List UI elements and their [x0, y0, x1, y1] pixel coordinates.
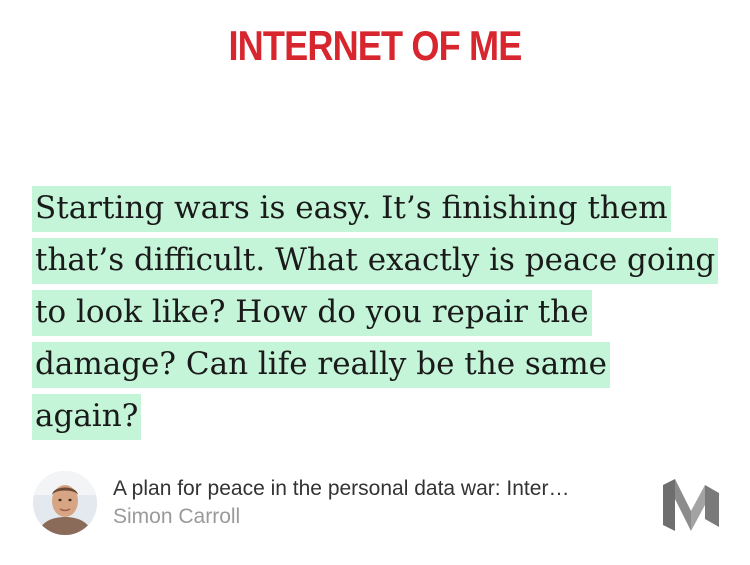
author-avatar-photo	[33, 471, 97, 535]
article-attribution[interactable]: A plan for peace in the personal data wa…	[33, 471, 723, 537]
highlighted-quote[interactable]: Starting wars is easy. It’s finishing th…	[32, 182, 722, 442]
quote-line: that’s difficult. What exactly is peace …	[32, 238, 719, 284]
quote-line: to look like? How do you repair the	[32, 290, 592, 336]
article-title-link[interactable]: A plan for peace in the personal data wa…	[113, 477, 570, 500]
author-name[interactable]: Simon Carroll	[113, 505, 241, 528]
quote-line: Starting wars is easy. It’s finishing th…	[32, 186, 671, 232]
author-avatar[interactable]	[33, 471, 97, 535]
quote-line: damage? Can life really be the same agai…	[32, 342, 611, 440]
publication-title[interactable]: INTERNET OF ME	[228, 22, 523, 69]
medium-logo-icon[interactable]	[661, 477, 721, 533]
